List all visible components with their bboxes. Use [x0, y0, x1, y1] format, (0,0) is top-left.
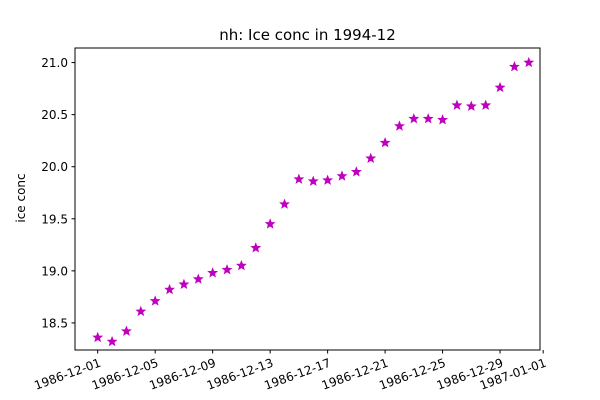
y-tick-label: 19.0 [41, 264, 68, 278]
data-point [451, 99, 463, 110]
y-tick-label: 20.5 [41, 108, 68, 122]
plot-frame [74, 47, 541, 351]
data-series [92, 56, 535, 347]
data-point [279, 198, 290, 209]
data-point [121, 325, 132, 336]
data-point [494, 81, 506, 93]
y-axis-label: ice conc [14, 173, 28, 222]
data-point [164, 283, 175, 295]
data-point [293, 173, 305, 184]
data-point [178, 278, 190, 289]
y-tick-label: 21.0 [41, 56, 68, 70]
data-point [480, 99, 492, 110]
data-point [523, 56, 535, 68]
y-axis-ticks: 18.5 19.0 19.5 20.0 20.5 21.0 [41, 56, 75, 330]
data-point [509, 61, 520, 72]
data-point [92, 331, 104, 343]
data-point [135, 305, 147, 317]
data-point [350, 166, 362, 177]
data-point [422, 113, 434, 124]
data-point [437, 114, 448, 125]
data-point [379, 137, 391, 148]
data-point [336, 170, 348, 181]
y-tick-label: 19.5 [41, 212, 68, 226]
data-point [408, 113, 420, 124]
data-point [221, 264, 233, 275]
data-point [264, 218, 276, 229]
y-tick-label: 20.0 [41, 160, 68, 174]
data-point [465, 100, 477, 111]
data-point [192, 273, 204, 284]
data-point [207, 267, 219, 278]
data-point [250, 242, 262, 253]
data-point [235, 259, 247, 271]
data-point [106, 335, 118, 347]
data-point [307, 175, 319, 186]
chart-title: nh: Ice conc in 1994-12 [219, 26, 396, 44]
data-point [149, 295, 161, 306]
data-point [394, 120, 405, 131]
y-tick-label: 18.5 [41, 316, 68, 330]
data-point [365, 152, 377, 163]
data-point [322, 174, 334, 185]
